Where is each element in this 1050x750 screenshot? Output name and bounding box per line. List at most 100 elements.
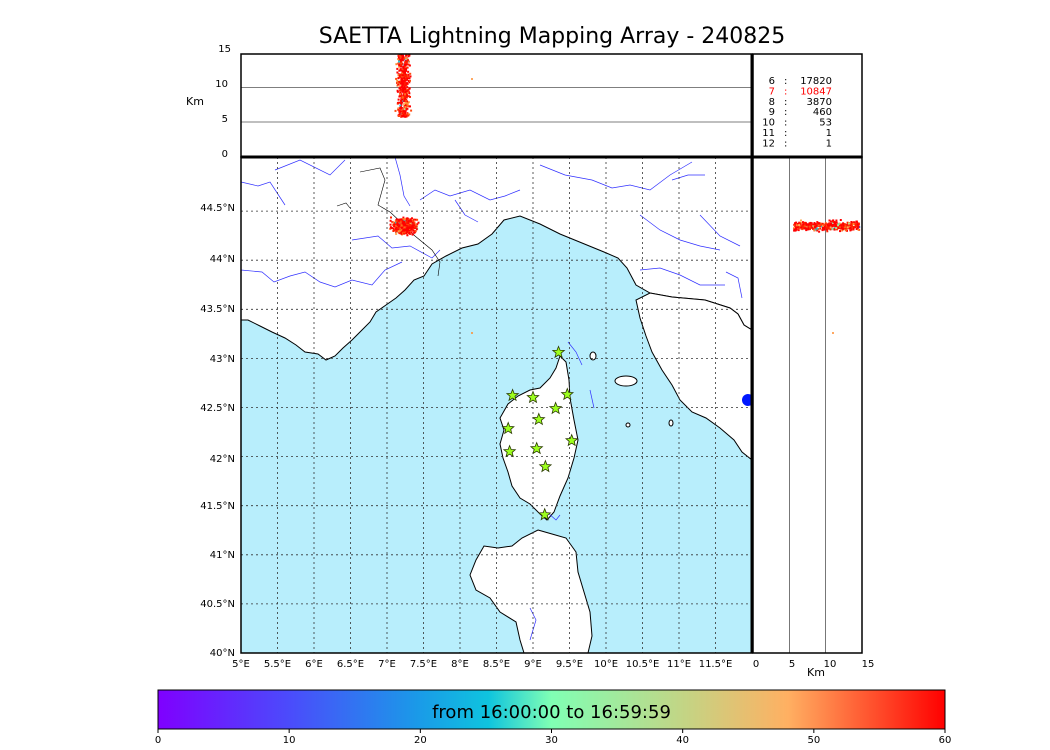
lightning-source-point	[406, 107, 409, 110]
lightning-source-point	[844, 227, 847, 230]
lightning-source-point	[409, 218, 412, 221]
lightning-source-point	[831, 224, 834, 227]
lightning-source-point	[401, 100, 404, 103]
lightning-source-point	[803, 227, 806, 230]
lightning-source-point	[409, 79, 411, 82]
lightning-source-point	[403, 229, 406, 231]
lightning-source-point	[409, 72, 412, 75]
lightning-source-point	[808, 225, 811, 228]
lightning-source-point	[408, 113, 411, 116]
lightning-source-point	[410, 109, 413, 112]
lightning-source-point	[406, 222, 409, 225]
lightning-source-point	[828, 224, 831, 227]
lightning-source-point	[806, 223, 809, 226]
lightning-source-point	[403, 73, 406, 76]
colorbar-tick-label: 0	[155, 735, 161, 746]
lightning-source-point	[837, 223, 840, 226]
lightning-source-point	[405, 93, 408, 96]
lightning-source-point	[844, 224, 847, 227]
lightning-source-point	[396, 84, 399, 87]
svg-text:11°E: 11°E	[667, 659, 691, 670]
lightning-source-point	[793, 228, 796, 231]
lightning-source-point	[822, 227, 824, 230]
lightning-source-point	[393, 229, 396, 232]
stats-station-count: 6	[769, 76, 775, 87]
lightning-source-point	[406, 234, 409, 237]
lightning-source-point	[395, 222, 398, 225]
lightning-source-point	[805, 227, 808, 230]
stats-station-count: 7	[769, 86, 775, 97]
station-star-icon	[538, 459, 553, 473]
colorbar-tick-label: 20	[414, 735, 427, 746]
lightning-source-point	[835, 227, 838, 230]
lightning-source-point	[395, 230, 398, 232]
lightning-source-point	[395, 77, 398, 80]
lightning-source-point	[404, 93, 407, 96]
lightning-source-point	[840, 228, 843, 231]
map-panel	[241, 157, 752, 653]
lightning-source-point	[817, 224, 820, 227]
svg-text:44.5°N: 44.5°N	[200, 203, 235, 214]
lightning-source-point	[399, 89, 402, 92]
stats-source-count: 10847	[800, 86, 832, 97]
colorbar-tick-label: 50	[807, 735, 820, 746]
lightning-source-point	[398, 87, 401, 90]
lightning-source-point	[397, 227, 400, 230]
lightning-source-point	[404, 78, 407, 81]
svg-text:41°N: 41°N	[210, 550, 235, 561]
lightning-source-point	[839, 219, 842, 221]
lightning-source-point	[406, 82, 408, 85]
lightning-source-point	[407, 73, 410, 76]
stray-source-top	[471, 78, 473, 80]
lightning-source-point	[845, 224, 848, 227]
lightning-source-point	[853, 221, 856, 224]
lightning-source-point	[828, 219, 831, 222]
lightning-source-point	[405, 219, 408, 222]
lightning-source-point	[404, 70, 407, 73]
stats-station-count: 12	[762, 138, 775, 149]
lightning-source-point	[396, 221, 399, 224]
lightning-source-point	[406, 227, 409, 230]
lightning-source-point	[829, 228, 832, 231]
lightning-source-point	[809, 221, 812, 224]
lightning-source-point	[402, 229, 405, 232]
station-star-icon	[505, 388, 520, 402]
lightning-source-point	[400, 218, 403, 221]
lightning-source-point	[801, 225, 804, 228]
lightning-source-point	[406, 219, 409, 222]
lightning-source-point	[409, 222, 412, 225]
lightning-source-point	[401, 222, 404, 225]
lightning-source-point	[795, 221, 798, 224]
lightning-source-point	[409, 75, 412, 78]
lightning-source-point	[829, 226, 832, 229]
lightning-source-point	[401, 62, 404, 65]
lightning-source-point	[402, 98, 405, 101]
lightning-source-point	[402, 54, 405, 57]
lightning-source-point	[816, 221, 819, 224]
lightning-source-point	[411, 217, 413, 220]
lightning-source-point	[402, 83, 405, 86]
lightning-source-point	[394, 229, 397, 232]
lightning-source-point	[403, 218, 406, 221]
lightning-source-point	[397, 56, 400, 59]
lightning-source-point	[814, 226, 816, 228]
lightning-source-point	[409, 95, 411, 98]
lightning-source-point	[406, 230, 409, 233]
stats-source-count: 460	[813, 107, 832, 118]
svg-text:10: 10	[215, 79, 228, 90]
lightning-source-point	[856, 227, 859, 230]
lightning-source-point	[403, 103, 405, 106]
lightning-source-point	[857, 228, 860, 231]
montecristo-island	[625, 422, 631, 428]
svg-text:42.5°N: 42.5°N	[200, 403, 235, 414]
lightning-source-point	[395, 233, 398, 235]
lightning-source-point	[402, 80, 405, 83]
lightning-source-point	[796, 222, 799, 225]
stats-separator: :	[784, 138, 787, 149]
lightning-source-point	[396, 67, 399, 70]
lightning-source-point	[850, 228, 853, 231]
stats-station-count: 10	[762, 118, 775, 129]
svg-text:6°E: 6°E	[305, 659, 323, 670]
lightning-source-point	[396, 220, 399, 223]
lightning-source-point	[403, 58, 406, 61]
